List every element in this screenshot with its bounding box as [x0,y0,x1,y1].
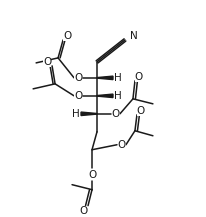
Text: O: O [134,72,142,82]
Text: N: N [129,31,137,41]
Text: O: O [88,170,96,180]
Text: O: O [74,91,82,101]
Text: O: O [136,106,144,116]
Polygon shape [97,76,112,80]
Text: O: O [111,109,119,119]
Polygon shape [81,112,97,115]
Polygon shape [97,94,112,98]
Text: H: H [114,73,121,83]
Text: O: O [117,140,125,150]
Text: H: H [114,91,121,101]
Text: H: H [72,109,80,119]
Text: O: O [78,206,87,216]
Text: O: O [63,31,71,41]
Text: O: O [74,73,82,83]
Text: O: O [43,57,51,67]
